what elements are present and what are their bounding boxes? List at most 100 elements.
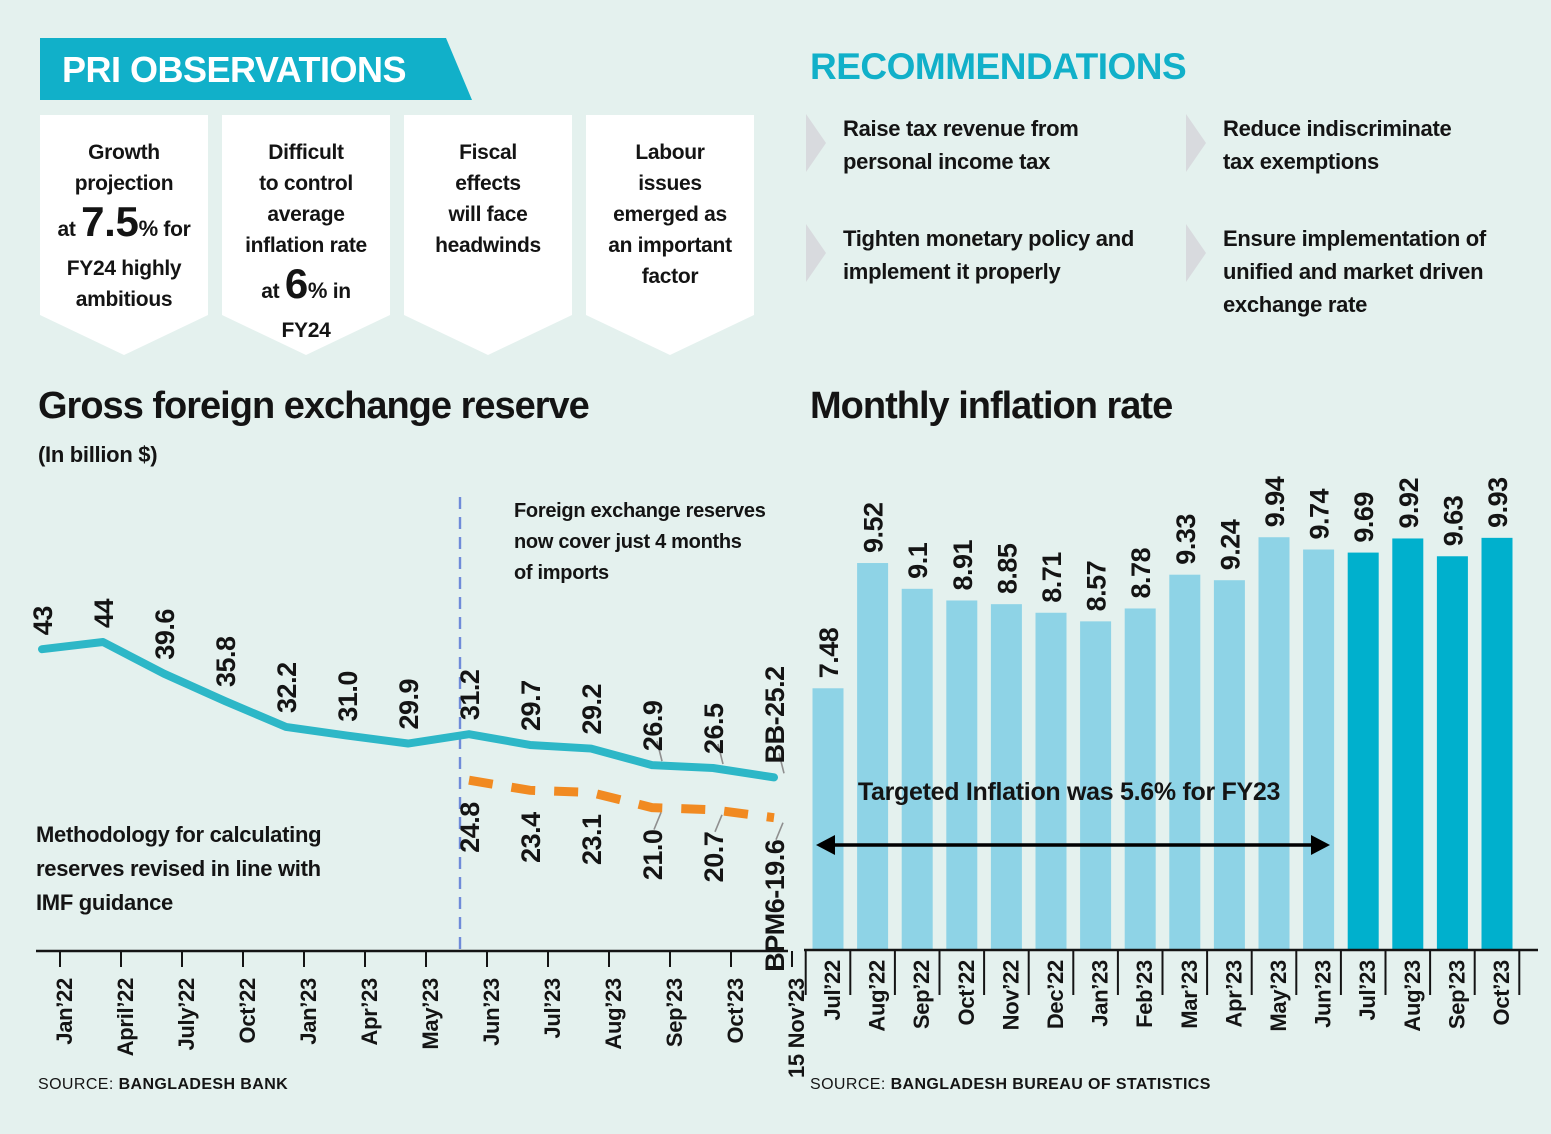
recommendation-text: Ensure implementation of unified and mar… xyxy=(1223,226,1486,317)
inflation-source: SOURCE: BANGLADESH BUREAU OF STATISTICS xyxy=(810,1076,1211,1094)
inflation-value-label: 9.93 xyxy=(1483,477,1513,528)
inflation-category-label: Nov’22 xyxy=(998,960,1023,1030)
label-leader-line xyxy=(778,753,785,774)
inflation-category-label: Apr’23 xyxy=(1221,960,1246,1028)
observation-line: headwinds xyxy=(435,234,541,257)
inflation-value-label: 9.52 xyxy=(859,502,889,553)
inflation-value-label: 8.85 xyxy=(992,543,1022,594)
inflation-value-label: 9.24 xyxy=(1215,519,1245,570)
inflation-category-label: Jun’23 xyxy=(1311,960,1336,1028)
inflation-value-label: 8.91 xyxy=(948,539,978,590)
observation-line: ambitious xyxy=(75,288,173,311)
inflation-bar xyxy=(1124,608,1156,950)
reserve-value-label: 29.2 xyxy=(577,684,607,735)
reserve-value-label: 29.7 xyxy=(516,680,546,731)
observation-line: FY24 xyxy=(281,319,331,342)
observation-line: Labour xyxy=(635,141,705,164)
reserve-value-label: 44 xyxy=(89,598,119,628)
inflation-category-label: Mar’23 xyxy=(1177,960,1202,1029)
inflation-category-label: Oct’23 xyxy=(1489,960,1514,1026)
arrow-right-head xyxy=(1311,835,1330,855)
reserve-category-label: Jul’23 xyxy=(540,978,565,1039)
inflation-value-label: 9.74 xyxy=(1305,488,1335,539)
reserve-category-label: Sep’23 xyxy=(662,978,687,1047)
observation-line: projection xyxy=(74,172,174,195)
reserve-value-label: 26.9 xyxy=(638,700,668,751)
inflation-value-label: 8.57 xyxy=(1082,561,1112,612)
inflation-value-label: 8.78 xyxy=(1126,547,1156,598)
inflation-bar xyxy=(812,688,844,950)
observation-box: Difficult to control average inflation rate… xyxy=(222,115,390,355)
inflation-value-label: 9.69 xyxy=(1349,492,1379,543)
observation-line: Difficult xyxy=(268,141,344,164)
reserve-value-label: 23.4 xyxy=(516,812,546,863)
reserve-value-label: 20.7 xyxy=(699,832,729,883)
observation-line: factor xyxy=(641,265,699,288)
reserve-chart-title: Gross foreign exchange reserve xyxy=(38,385,590,427)
observation-box: Labour issues emerged as an important factor xyxy=(586,115,754,355)
inflation-bar xyxy=(1347,552,1379,950)
recommendation-text: Reduce indiscriminate tax exemptions xyxy=(1223,116,1452,174)
reserve-value-label: 31.2 xyxy=(455,670,485,721)
label-leader-line xyxy=(714,814,723,833)
inflation-value-label: 7.48 xyxy=(814,627,844,678)
inflation-value-label: 9.92 xyxy=(1394,478,1424,529)
inflation-bar xyxy=(1080,621,1112,950)
inflation-bar xyxy=(1213,580,1245,950)
reserve-value-label: 29.9 xyxy=(394,678,424,729)
reserve-value-label: BPM6-19.6 xyxy=(760,839,790,972)
observation-line: Growth xyxy=(88,141,160,164)
observation-line: at 6% in xyxy=(261,260,351,307)
reserve-category-label: Oct’22 xyxy=(235,978,260,1044)
reserve-value-label: 23.1 xyxy=(577,814,607,865)
inflation-category-label: Oct’22 xyxy=(954,960,979,1026)
recommendation-item: Tighten monetary policy and implement it… xyxy=(806,222,1134,288)
inflation-value-label: 9.1 xyxy=(903,542,933,579)
reserve-category-label: July’22 xyxy=(174,978,199,1051)
label-leader-line xyxy=(656,740,663,762)
pri-observations-banner: PRI OBSERVATIONS xyxy=(40,38,472,100)
reserve-line-bb xyxy=(38,638,778,782)
observation-callouts: Growth projection at 7.5% for FY24 highly am… xyxy=(40,115,762,365)
reserve-category-label: 15 Nov’23 xyxy=(784,978,809,1078)
inflation-bar xyxy=(1169,574,1201,950)
source-name: BANGLADESH BUREAU OF STATISTICS xyxy=(890,1076,1211,1093)
observation-box: Fiscal effects will face headwinds xyxy=(404,115,572,355)
reserve-value-label: 39.6 xyxy=(150,609,180,660)
inflation-bar xyxy=(901,588,933,950)
observation-line: FY24 highly xyxy=(66,257,182,280)
reserve-category-label: May’23 xyxy=(418,978,443,1050)
chevron-right-icon xyxy=(1186,114,1206,172)
label-leader-line xyxy=(653,812,662,830)
inflation-category-label: Sep’22 xyxy=(909,960,934,1029)
observation-line: average xyxy=(267,203,345,226)
reserve-value-label: 35.8 xyxy=(211,636,241,687)
reserve-line-bpm6 xyxy=(468,775,775,823)
reserve-category-label: Aug’23 xyxy=(601,978,626,1050)
inflation-bar xyxy=(1258,537,1290,950)
reserve-source: SOURCE: BANGLADESH BANK xyxy=(38,1076,288,1094)
source-prefix: SOURCE: xyxy=(810,1076,886,1093)
inflation-value-label: 8.71 xyxy=(1037,552,1067,603)
chevron-right-icon xyxy=(806,224,826,282)
observation-line: to control xyxy=(259,172,353,195)
target-inflation-annotation: Targeted Inflation was 5.6% for FY23 xyxy=(858,778,1280,806)
recommendations-title: RECOMMENDATIONS xyxy=(810,46,1187,87)
methodology-note: Methodology for calculating reserves rev… xyxy=(36,822,322,915)
source-name: BANGLADESH BANK xyxy=(118,1076,289,1093)
inflation-category-label: Jul’22 xyxy=(820,960,845,1021)
reserve-coverage-note: Foreign exchange reserves now cover just… xyxy=(514,500,766,584)
inflation-category-label: Aug’23 xyxy=(1400,960,1425,1032)
source-prefix: SOURCE: xyxy=(38,1076,114,1093)
observation-line: inflation rate xyxy=(245,234,367,257)
recommendation-item: Raise tax revenue from personal income t… xyxy=(806,112,1079,178)
observation-line: effects xyxy=(455,172,521,195)
inflation-bar xyxy=(857,563,889,950)
chevron-right-icon xyxy=(1186,224,1206,282)
inflation-bar xyxy=(1392,538,1424,950)
recommendation-item: Reduce indiscriminate tax exemptions xyxy=(1186,112,1452,178)
reserve-category-label: Jan’23 xyxy=(296,978,321,1045)
inflation-chart: 7.48 9.52 9.1 8.91 8.85 8.71 8.57 8.78 9.33 9.24 9… xyxy=(804,476,1538,1032)
arrow-left-head xyxy=(816,835,835,855)
